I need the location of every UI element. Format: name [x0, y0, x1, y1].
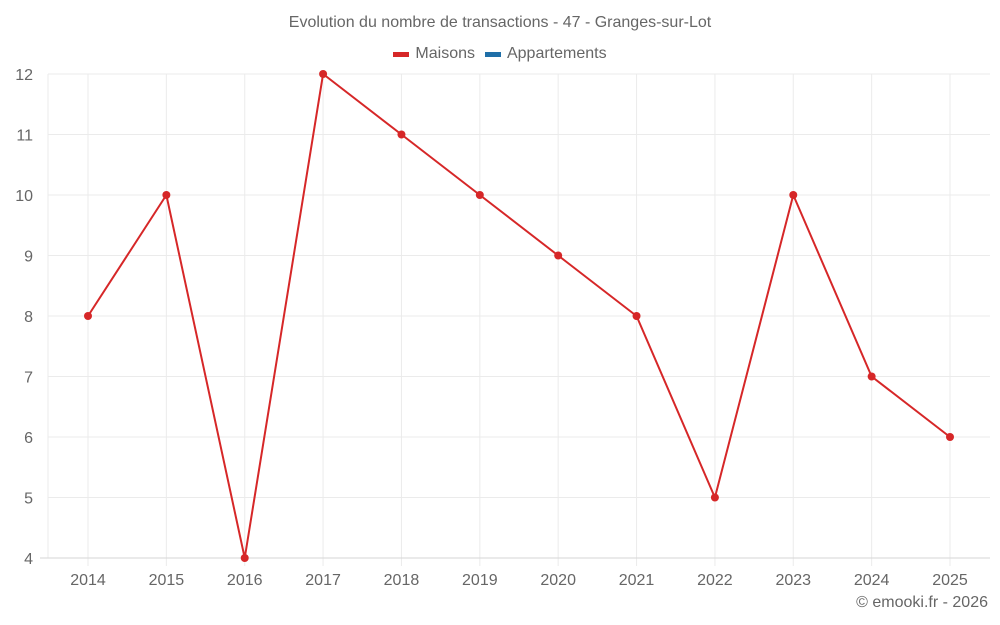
- data-point[interactable]: [867, 372, 876, 381]
- y-axis: 4 5 6 7 8 9 10 11 12: [15, 67, 33, 568]
- y-tick-label: 9: [24, 249, 33, 266]
- chart-title: Evolution du nombre de transactions - 47…: [288, 14, 712, 31]
- data-point[interactable]: [84, 312, 92, 320]
- data-point[interactable]: [397, 130, 406, 139]
- x-tick-label: 2021: [619, 572, 655, 589]
- y-tick-label: 7: [24, 370, 33, 387]
- series-maisons: [84, 70, 954, 562]
- y-tick-label: 8: [24, 309, 33, 326]
- x-axis: 2014 2015 2016 2017 2018 2019 2020 2021 2022 2023…: [40, 557, 990, 589]
- data-point[interactable]: [946, 433, 954, 441]
- data-point[interactable]: [632, 312, 641, 320]
- y-tick-label: 11: [16, 128, 33, 145]
- data-point[interactable]: [240, 554, 249, 562]
- legend-swatch-appartements: [484, 51, 501, 57]
- legend-item-appartements[interactable]: Appartements: [484, 45, 607, 63]
- data-point[interactable]: [710, 493, 719, 502]
- legend-swatch-maisons: [393, 51, 410, 57]
- x-tick-label: 2014: [70, 572, 106, 589]
- legend-label-maisons: Maisons: [415, 45, 475, 62]
- grid-lines: [47, 73, 990, 566]
- data-point[interactable]: [475, 191, 484, 199]
- x-tick-label: 2015: [149, 572, 185, 589]
- y-tick-label: 6: [24, 430, 33, 447]
- x-tick-label: 2019: [462, 572, 498, 589]
- x-tick-label: 2020: [540, 572, 576, 589]
- x-tick-label: 2023: [775, 572, 811, 589]
- x-tick-label: 2022: [697, 572, 733, 589]
- legend: Maisons Appartements: [0, 45, 1000, 63]
- credit-text: © emooki.fr - 2026: [856, 594, 988, 611]
- x-tick-label: 2025: [932, 572, 968, 589]
- y-tick-label: 12: [15, 67, 33, 84]
- y-tick-label: 10: [15, 188, 33, 205]
- y-tick-label: 5: [24, 491, 33, 508]
- data-point[interactable]: [554, 251, 563, 260]
- x-tick-label: 2016: [227, 572, 263, 589]
- legend-label-appartements: Appartements: [506, 45, 607, 62]
- data-point[interactable]: [162, 191, 171, 199]
- x-tick-label: 2024: [854, 572, 890, 589]
- x-tick-label: 2017: [305, 572, 341, 589]
- data-point[interactable]: [789, 191, 798, 199]
- data-point[interactable]: [319, 70, 328, 78]
- x-tick-label: 2018: [384, 572, 420, 589]
- y-tick-label: 4: [24, 551, 33, 568]
- legend-item-maisons[interactable]: Maisons: [393, 45, 475, 63]
